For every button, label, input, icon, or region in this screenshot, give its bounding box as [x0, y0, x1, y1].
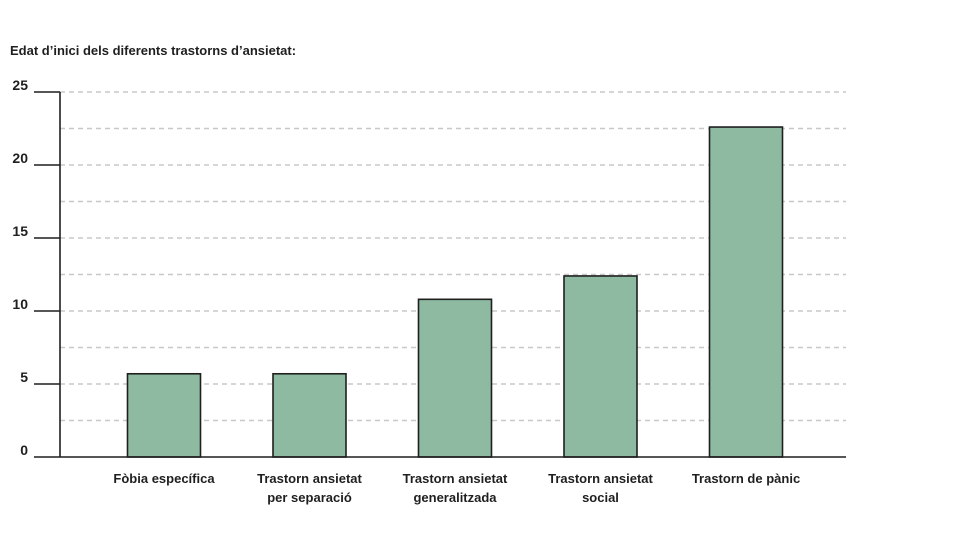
x-category-labels: Fòbia específica Trastorn ansietat per sep…	[113, 471, 800, 505]
bar	[708, 126, 784, 458]
y-tick-label: 5	[20, 369, 28, 385]
bar	[563, 275, 638, 458]
x-category-label: Fòbia específica	[113, 471, 215, 486]
x-category-label: Trastorn ansietat social	[548, 471, 653, 505]
y-tick-label: 20	[12, 150, 28, 166]
x-category-label: Trastorn ansietat generalitzada	[403, 471, 508, 505]
y-tick-label: 10	[12, 296, 28, 312]
bar	[126, 372, 202, 458]
chart-title: Edat d’inici dels diferents trastorns d’…	[10, 43, 297, 58]
bar	[272, 372, 347, 458]
x-category-label: Trastorn de pànic	[692, 471, 800, 486]
y-tick-label: 0	[20, 442, 28, 458]
x-category-label: Trastorn ansietat per separació	[257, 471, 362, 505]
bar	[417, 298, 493, 458]
y-tick-label: 15	[12, 223, 28, 239]
axes	[34, 91, 846, 458]
y-tick-label: 25	[12, 77, 28, 93]
y-tick-labels: 0 5 10 15 20 25	[12, 77, 28, 458]
bars	[126, 126, 784, 458]
